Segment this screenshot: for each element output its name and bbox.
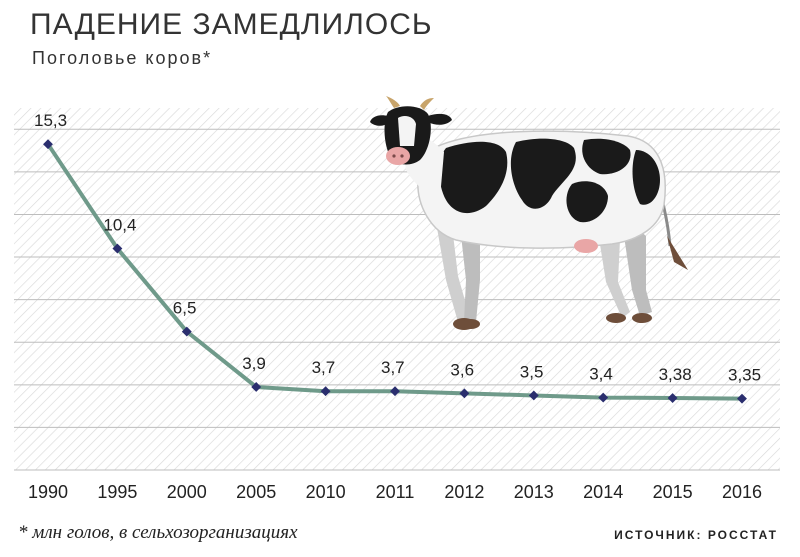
data-points <box>43 139 747 404</box>
data-point <box>598 392 609 403</box>
data-point <box>737 393 747 404</box>
data-label: 3,4 <box>589 365 613 384</box>
x-tick-label: 1995 <box>97 482 137 502</box>
data-point <box>251 382 262 392</box>
data-label: 3,7 <box>312 358 336 377</box>
x-tick-label: 2015 <box>653 482 693 502</box>
data-label: 3,7 <box>381 358 405 377</box>
data-point <box>43 139 53 150</box>
data-labels: 15,3 10,4 6,5 3,9 3,7 3,7 3,6 3,5 3,4 3,38 3,35 <box>34 111 761 384</box>
x-tick-label: 2013 <box>514 482 554 502</box>
data-label: 15,3 <box>34 111 67 130</box>
data-label: 3,35 <box>728 366 761 385</box>
data-point <box>320 386 331 397</box>
data-point <box>181 326 192 337</box>
x-tick-label: 2000 <box>167 482 207 502</box>
chart-subtitle: Поголовье коров* <box>32 48 213 68</box>
chart-title: ПАДЕНИЕ ЗАМЕДЛИЛОСЬ <box>30 8 433 41</box>
cow-icon <box>370 96 688 330</box>
data-label: 3,9 <box>242 354 266 373</box>
data-point <box>459 388 470 399</box>
data-point <box>528 390 539 401</box>
footnote: * млн голов, в сельхозорганизациях <box>18 522 298 543</box>
x-tick-label: 2012 <box>444 482 484 502</box>
gridlines <box>14 128 780 471</box>
data-label: 3,38 <box>659 365 692 384</box>
data-point <box>667 393 678 403</box>
data-label: 3,5 <box>520 362 544 381</box>
x-tick-label: 2011 <box>376 482 415 502</box>
x-axis-ticks: 1990 1995 2000 2005 2010 2011 2012 2013 2014 2015… <box>28 482 762 502</box>
source-credit: ИСТОЧНИК: РОССТАТ <box>614 528 778 542</box>
x-tick-label: 2016 <box>722 482 762 502</box>
x-tick-label: 1990 <box>28 482 68 502</box>
x-tick-label: 2010 <box>306 482 346 502</box>
data-label: 3,6 <box>450 360 474 379</box>
x-tick-label: 2014 <box>583 482 623 502</box>
x-tick-label: 2005 <box>236 482 276 502</box>
data-label: 6,5 <box>173 299 197 318</box>
data-point <box>112 243 123 254</box>
data-label: 10,4 <box>103 216 136 235</box>
data-point <box>390 386 400 397</box>
